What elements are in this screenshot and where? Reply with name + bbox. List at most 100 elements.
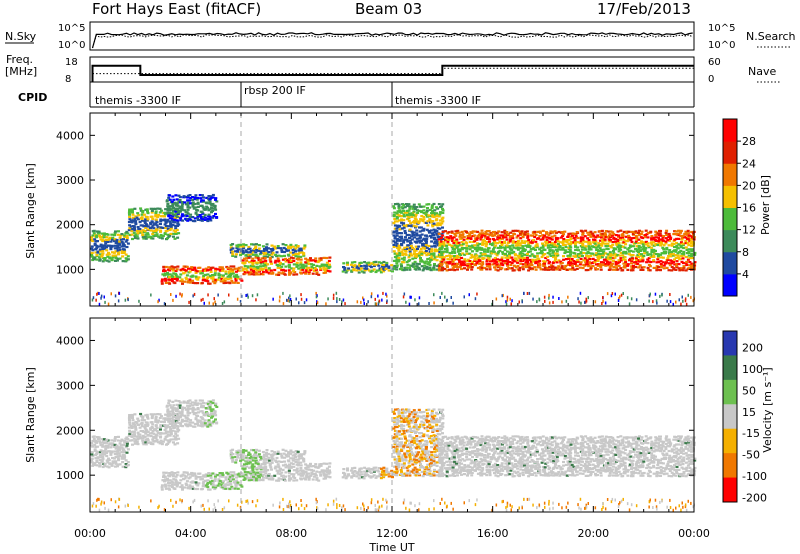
power-cell [117,230,120,233]
velocity-cell [131,433,135,436]
power-cell [637,255,641,259]
velocity-cell [173,483,177,486]
power-cell [549,232,553,235]
power-cell [546,252,550,255]
power-cell [241,294,243,298]
velocity-cell [124,459,128,462]
velocity-cell [230,485,234,488]
power-cell [109,240,113,243]
velocity-cell [365,473,369,476]
velocity-cell [126,448,130,451]
power-cell [498,238,502,241]
power-cell [405,233,409,237]
power-cell [198,194,202,197]
power-cell [171,204,175,207]
velocity-cell [395,450,399,453]
power-cell [159,222,162,226]
velocity-cell [196,422,199,425]
power-cell [346,263,349,266]
power-cell [450,236,454,239]
power-cell [516,239,520,242]
power-cell [690,248,694,251]
power-cell [647,269,651,272]
velocity-cell [183,486,187,489]
power-cell [211,275,215,278]
power-cell [659,229,662,233]
power-cell [104,240,108,243]
power-cell [432,215,436,219]
power-cell [468,262,472,266]
power-cell [422,209,426,212]
velocity-cell [231,453,235,456]
velocity-cell [115,444,119,447]
velocity-cell [164,432,168,435]
power-cell [264,261,268,264]
power-cell [363,269,367,272]
power-cell [208,215,212,218]
power-cell [254,267,258,270]
power-cell [381,263,385,266]
velocity-cell [195,403,199,407]
power-cell [687,293,689,297]
power-cell [245,294,247,297]
nsky-label: N.Sky [5,30,37,43]
velocity-cell [387,475,391,478]
power-cell [418,250,422,253]
power-cell [527,242,531,245]
power-cell [533,235,537,239]
power-cell [287,299,289,303]
velocity-cell [299,464,303,467]
power-cell [628,259,631,262]
velocity-cell [289,452,293,455]
power-cell [200,298,202,302]
power-cell [486,250,490,253]
power-cell [271,248,275,251]
power-cell [593,242,597,245]
power-cell [406,215,410,218]
power-cell [256,265,260,268]
power-cell [274,253,278,256]
velocity-cell [341,476,345,479]
power-cell [670,269,674,272]
power-cell [529,247,533,251]
velocity-cell [375,475,379,478]
velocity-cell [271,454,275,457]
power-cell [688,264,692,267]
velocity-cell [171,400,175,403]
power-cell [246,265,250,268]
power-cell [658,232,662,235]
velocity-cell [247,479,251,482]
power-cell [122,238,125,241]
power-cell [480,266,484,269]
power-cell [563,243,567,246]
power-cell [580,246,584,249]
power-cell [128,215,132,219]
power-cell [435,230,439,233]
power-cell [667,262,671,265]
velocity-cell [229,478,233,481]
power-cell [113,244,117,247]
velocity-cell [117,459,120,462]
power-cell [395,212,399,215]
power-cell [425,213,429,216]
velocity-cell [256,472,260,475]
velocity-cell [188,421,192,424]
velocity-cell [144,432,148,435]
power-cell [574,260,578,264]
velocity-cell [352,473,356,476]
power-cell [580,252,584,255]
velocity-cell [233,481,237,484]
power-cell [314,268,318,271]
power-cell [492,250,496,253]
power-cell [682,250,686,253]
power-cell [268,256,272,259]
power-cell [639,233,643,236]
power-cell [480,229,484,232]
power-cell [466,236,470,240]
power-cell [241,261,245,264]
power-cell [239,300,242,303]
power-cell [400,242,403,245]
velocity-cell [141,441,145,444]
velocity-cell [120,451,124,454]
power-cell [254,261,258,264]
